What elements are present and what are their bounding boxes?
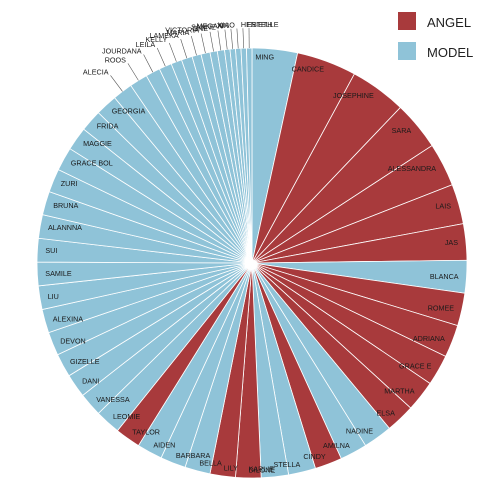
slice-label-herieth: HERIETH	[241, 20, 273, 29]
legend-swatch-model	[398, 42, 416, 60]
leader-roos	[127, 63, 139, 81]
slice-label-estelle: ESTELLE	[247, 20, 279, 29]
legend-label-angel: ANGEL	[427, 15, 471, 30]
slice-label-xin: XIN	[217, 21, 229, 30]
leader-jourdana	[143, 54, 154, 73]
slice-label-liu: LIU	[48, 292, 59, 301]
slice-label-stella: STELLA	[274, 460, 301, 469]
legend: ANGEL MODEL	[398, 12, 473, 60]
slice-label-martha: MARTHA	[384, 387, 414, 396]
slice-label-dilone: DILONE	[249, 466, 276, 475]
slice-label-romee: ROMEE	[428, 303, 455, 312]
slice-label-amilna: AMILNA	[323, 441, 350, 450]
slice-label-frida: FRIDA	[97, 122, 119, 131]
slice-label-josephine: JOSEPHINE	[333, 91, 374, 100]
slice-label-candice: CANDICE	[292, 64, 325, 73]
slice-label-victoria: VICTORIA	[165, 26, 199, 35]
leader-alecia	[110, 75, 123, 92]
slice-label-xiao: XIAO	[218, 21, 236, 30]
slice-label-megan: MEGAN	[197, 22, 223, 31]
slice-label-aiden: AIDEN	[153, 441, 175, 450]
leader-victoria	[200, 33, 206, 54]
slice-label-alannna: ALANNNA	[48, 223, 82, 232]
slice-label-gizelle: GIZELLE	[70, 357, 100, 366]
legend-label-model: MODEL	[427, 45, 473, 60]
leader-kelly	[169, 42, 177, 62]
leader-megan	[224, 29, 228, 50]
leader-xin	[230, 28, 233, 49]
slice-label-ming: MING	[255, 53, 274, 62]
slice-label-bella: BELLA	[199, 459, 222, 468]
slice-label-adriana: ADRIANA	[413, 334, 445, 343]
slice-label-georgia: GEORGIA	[112, 106, 146, 115]
slice-label-elsa: ELSA	[377, 408, 396, 417]
slice-estelle	[246, 47, 253, 264]
slice-label-sui: SUI	[45, 246, 57, 255]
slice-label-grace-bol: GRACE BOL	[71, 158, 113, 167]
slice-label-kelly: KELLY	[145, 35, 167, 44]
slice-label-alexina: ALEXINA	[53, 315, 84, 324]
leader-maria	[191, 35, 197, 56]
slice-label-bruna: BRUNA	[53, 201, 78, 210]
slice-label-cindy: CINDY	[303, 452, 326, 461]
slice-label-vanessa: VANESSA	[96, 395, 130, 404]
slice-label-lais: LAIS	[435, 202, 451, 211]
legend-swatch-angel	[398, 12, 416, 30]
leader-herieth	[242, 28, 244, 49]
slice-label-nadine: NADINE	[346, 426, 373, 435]
slice-label-sanne: SANNE	[191, 23, 216, 32]
slice-label-roos: ROOS	[105, 55, 126, 64]
leader-leila	[156, 47, 166, 67]
leader-lameka	[180, 39, 188, 59]
slice-label-grace-e: GRACE E	[399, 362, 432, 371]
leader-sanne	[217, 30, 222, 51]
slice-label-taylor: TAYLOR	[132, 427, 160, 436]
slice-label-jourdana: JOURDANA	[102, 47, 142, 56]
leader-lines	[110, 27, 250, 92]
slice-label-blanca: BLANCA	[430, 272, 459, 281]
slice-label-maria: MARIA	[167, 28, 190, 37]
leader-one	[209, 31, 214, 52]
slice-label-karlie: KARLIE	[249, 464, 275, 473]
leader-xiao	[236, 28, 239, 49]
slice-label-lameka: LAMEKA	[150, 31, 179, 40]
pie-slices	[36, 47, 468, 479]
slice-label-maggie: MAGGIE	[83, 139, 112, 148]
slice-label-dani: DANI	[82, 377, 99, 386]
slice-labels: MING CANDICE JOSEPHINE SARA ALESSANDRA LAIS JA…	[45, 20, 459, 475]
slice-label-one: ONE	[192, 24, 208, 33]
slice-label-jas: JAS	[445, 238, 458, 247]
slice-label-samile: SAMILE	[45, 269, 72, 278]
slice-label-leila: LEILA	[136, 40, 156, 49]
slice-label-sara: SARA	[392, 126, 412, 135]
slice-label-devon: DEVON	[60, 336, 86, 345]
slice-label-lily: LILY	[224, 464, 238, 473]
slice-label-leomie: LEOMIE	[113, 412, 140, 421]
slice-label-alessandra: ALESSANDRA	[388, 164, 437, 173]
slice-label-alecia: ALECIA	[83, 67, 109, 76]
slice-label-zuri: ZURI	[61, 179, 78, 188]
slice-label-barbara: BARBARA	[176, 451, 211, 460]
